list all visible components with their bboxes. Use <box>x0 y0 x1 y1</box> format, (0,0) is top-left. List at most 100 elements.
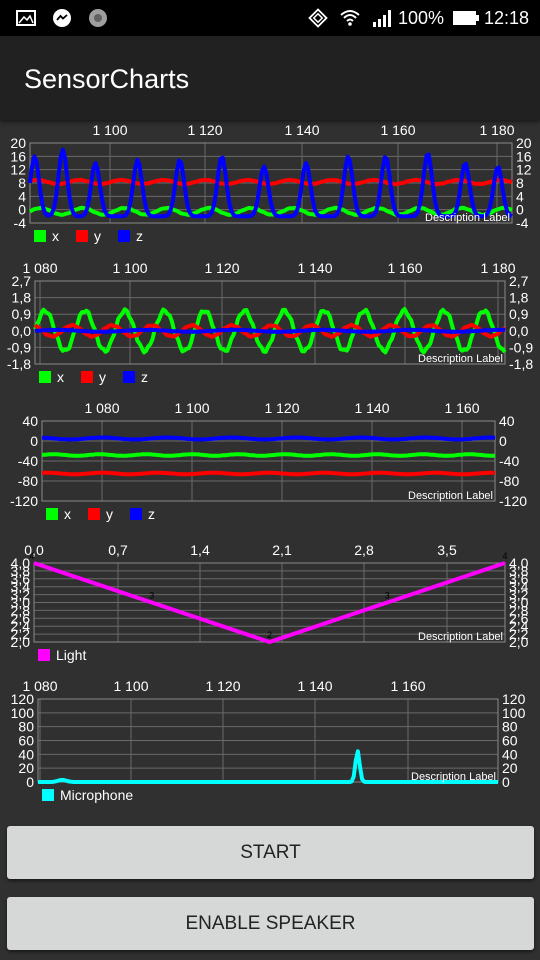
y-tick-label-left: 20 <box>10 135 26 151</box>
series-line-light <box>33 561 506 644</box>
magnetometer-svg: 40 40 0 0 -40 -40 -80 -80 -120 -120 1 080 1 100 1 12… <box>10 400 527 522</box>
enable-speaker-button[interactable]: ENABLE SPEAKER <box>7 897 534 950</box>
series-line-y <box>33 322 506 339</box>
x-tick-label: 1 080 <box>84 400 119 416</box>
y-tick-label-left: 16 <box>10 148 26 164</box>
y-tick-label-right: 60 <box>502 733 518 749</box>
y-tick-label-left: -40 <box>18 453 38 469</box>
y-tick-label-left: 40 <box>22 413 38 429</box>
legend-label: y <box>94 228 101 244</box>
x-tick-label: 1 080 <box>22 260 57 276</box>
y-tick-label-right: 12 <box>516 162 532 178</box>
series-line-y <box>29 177 513 187</box>
description-label: Description Label <box>418 631 503 643</box>
nfc-icon <box>308 8 328 28</box>
x-tick-label: 0,0 <box>24 542 44 558</box>
x-tick-label: 2,8 <box>354 542 374 558</box>
y-tick-label-left: 2,4 <box>11 618 31 634</box>
y-tick-label-left: 0 <box>26 774 34 790</box>
description-label: Description Label <box>408 490 493 502</box>
y-tick-label-right: 0,9 <box>509 306 529 322</box>
x-tick-label: 1 160 <box>387 260 422 276</box>
gyroscope-svg: 2,7 2,71,8 1,80,9 0,90,0 0,0-0,9 -0,9-1,8 -1,8… <box>7 260 533 385</box>
y-tick-label-right: 2,4 <box>509 618 529 634</box>
y-tick-label-left: 2,7 <box>12 273 32 289</box>
y-tick-label-left: 12 <box>10 162 26 178</box>
x-tick-label: 1 180 <box>479 122 514 138</box>
y-tick-label-left: -80 <box>18 473 38 489</box>
x-tick-label: 1 120 <box>187 122 222 138</box>
series-line-microphone <box>38 749 498 784</box>
legend-swatch <box>88 508 100 520</box>
y-tick-label-right: -4 <box>516 215 529 231</box>
y-tick-label-left: 0,9 <box>12 306 32 322</box>
x-tick-label: 1 120 <box>264 400 299 416</box>
y-tick-label-left: 3,4 <box>11 579 31 595</box>
y-tick-label-left: 3,0 <box>11 595 31 611</box>
y-tick-label-right: -40 <box>499 453 519 469</box>
aperture-icon <box>89 9 107 27</box>
series-line-z <box>41 435 495 442</box>
legend-label: x <box>57 369 64 385</box>
y-tick-label-right: 3,6 <box>509 571 529 587</box>
y-tick-label-right: -0,9 <box>509 339 533 355</box>
series-line-z <box>28 147 513 219</box>
y-tick-label-left: 4 <box>18 188 26 204</box>
y-tick-label-right: -80 <box>499 473 519 489</box>
y-tick-label-left: 120 <box>11 691 35 707</box>
description-label: Description Label <box>418 353 503 365</box>
light-chart[interactable]: 4,0 4,0 3,8 3,8 3,6 3,6 3,4 3,4 3,2 3,2 3,0 3,0 2,8 2… <box>0 535 540 675</box>
microphone-chart[interactable]: 120 120 100 100 80 80 60 60 40 40 20 20 0 0 1 080 1 100… <box>0 674 540 814</box>
y-tick-label-right: 0 <box>502 774 510 790</box>
x-tick-label: 1 140 <box>284 122 319 138</box>
x-tick-label: 0,7 <box>108 542 128 558</box>
legend-label: z <box>136 228 143 244</box>
legend-swatch <box>81 371 93 383</box>
x-tick-label: 1 140 <box>297 260 332 276</box>
y-tick-label-right: 3,0 <box>509 595 529 611</box>
y-tick-label-left: 40 <box>18 746 34 762</box>
gyroscope-chart[interactable]: 2,7 2,7 1,8 1,8 0,9 0,9 0,0 0,0 -0,9 -0,9 -1,8 -1,8… <box>0 258 540 398</box>
legend-label: x <box>64 506 71 522</box>
signal-icon <box>373 10 391 27</box>
y-tick-label-left: -120 <box>10 493 38 509</box>
x-tick-label: 1 160 <box>380 122 415 138</box>
legend-label: z <box>141 369 148 385</box>
y-tick-label-right: 2,8 <box>509 602 529 618</box>
legend-swatch <box>46 508 58 520</box>
y-tick-label-left: 2,8 <box>11 602 31 618</box>
x-tick-label: 2,1 <box>272 542 292 558</box>
legend-label: y <box>106 506 113 522</box>
y-tick-label-right: 8 <box>516 175 524 191</box>
y-tick-label-right: 100 <box>502 705 526 721</box>
data-point-label: 3 <box>149 591 154 601</box>
y-tick-label-right: 0,0 <box>509 323 529 339</box>
y-tick-label-right: 20 <box>516 135 532 151</box>
legend-label: z <box>148 506 155 522</box>
series-line-x <box>33 307 507 355</box>
legend-label: y <box>99 369 106 385</box>
x-tick-label: 1 160 <box>444 400 479 416</box>
data-point-label: 3 <box>385 591 390 601</box>
y-tick-label-left: 60 <box>18 733 34 749</box>
series-line-z <box>35 327 506 334</box>
y-tick-label-left: 100 <box>11 705 35 721</box>
start-button[interactable]: START <box>7 826 534 879</box>
y-tick-label-left: 2,0 <box>11 634 31 650</box>
x-tick-label: 1 180 <box>480 260 515 276</box>
legend-swatch <box>123 371 135 383</box>
x-tick-label: 1 100 <box>92 122 127 138</box>
legend-swatch <box>39 371 51 383</box>
magnetometer-chart[interactable]: 40 40 0 0 -40 -40 -80 -80 -120 -120 1 080 1 100 1 12… <box>0 396 540 536</box>
legend-label: Microphone <box>60 787 133 803</box>
y-tick-label-left: 20 <box>18 760 34 776</box>
y-tick-label-right: 2,0 <box>509 634 529 650</box>
x-tick-label: 1 100 <box>112 260 147 276</box>
x-tick-label: 1 140 <box>354 400 389 416</box>
y-tick-label-right: 40 <box>499 413 515 429</box>
legend-swatch <box>118 230 130 242</box>
accelerometer-chart[interactable]: 20 20 16 16 12 12 8 8 4 4 0 0 -4 -4 1 100 1 120 1 140 1 1… <box>0 120 540 260</box>
y-tick-label-right: 0 <box>499 433 507 449</box>
series-line-x <box>28 205 513 217</box>
